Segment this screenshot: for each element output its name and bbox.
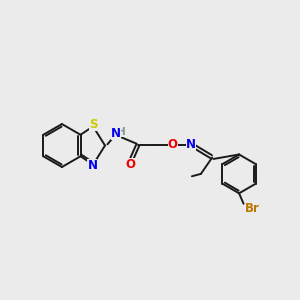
Text: O: O — [126, 158, 136, 170]
Text: S: S — [89, 118, 97, 131]
Text: N: N — [88, 159, 98, 172]
Text: H: H — [117, 127, 126, 137]
Text: O: O — [168, 138, 178, 151]
Text: Br: Br — [245, 202, 260, 215]
Text: N: N — [111, 127, 122, 140]
Text: N: N — [186, 138, 196, 151]
